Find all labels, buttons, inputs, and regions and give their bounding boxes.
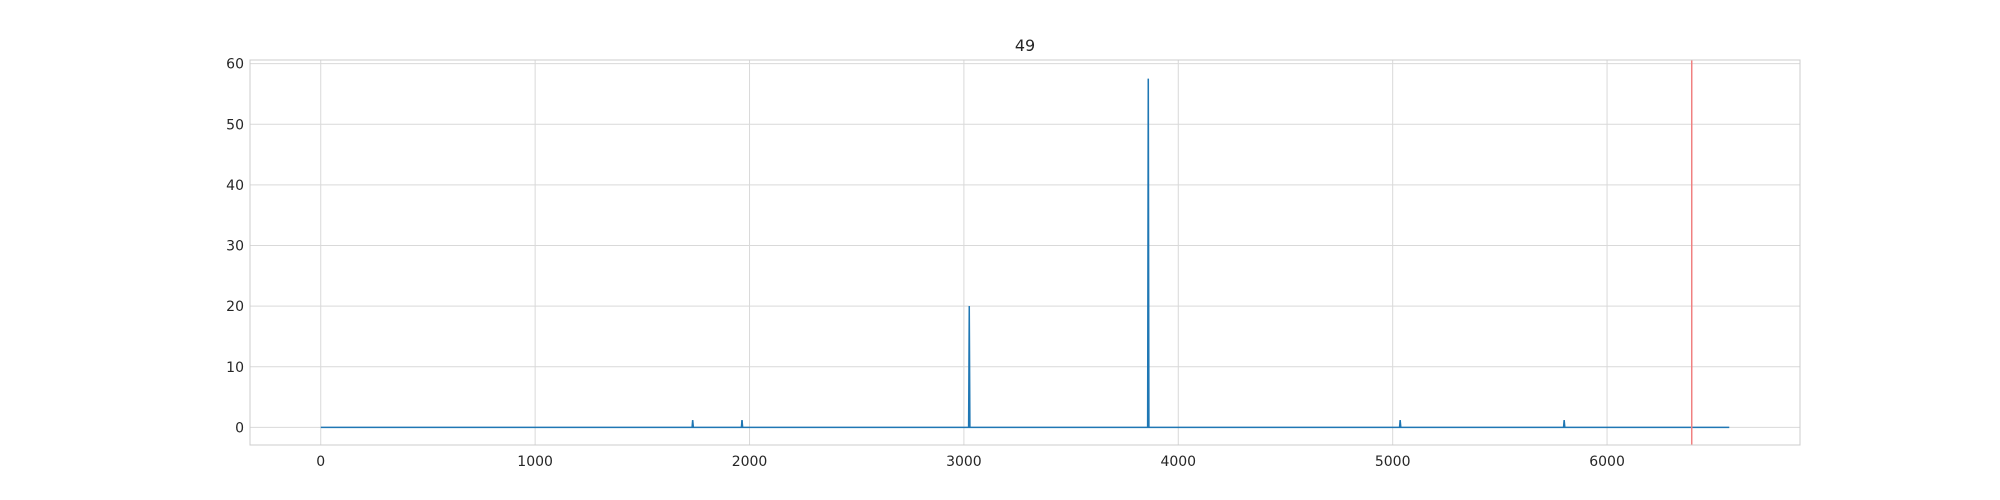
tick-labels: 0 1000 2000 3000 4000 5000 6000 0 10 20 30 40 50 60 xyxy=(226,57,1625,470)
x-tick-label: 5000 xyxy=(1375,454,1411,470)
plot-frame xyxy=(249,59,1801,446)
x-tick-label: 4000 xyxy=(1160,454,1196,470)
chart-title: 49 xyxy=(1015,36,1035,55)
x-tick-label: 0 xyxy=(316,454,325,470)
series-line xyxy=(320,78,1730,429)
y-tick-label: 40 xyxy=(226,178,244,194)
x-tick-label: 6000 xyxy=(1589,454,1625,470)
y-tick-label: 50 xyxy=(226,117,244,133)
y-tick-label: 30 xyxy=(226,239,244,255)
plot-background xyxy=(250,60,1800,445)
x-tick-label: 3000 xyxy=(946,454,982,470)
y-tick-label: 10 xyxy=(226,360,244,376)
y-tick-label: 0 xyxy=(235,420,244,436)
grid xyxy=(250,60,1800,445)
y-tick-label: 20 xyxy=(226,299,244,315)
data-marks xyxy=(320,60,1730,445)
x-tick-label: 2000 xyxy=(732,454,768,470)
y-tick-label: 60 xyxy=(226,57,244,73)
x-tick-label: 1000 xyxy=(517,454,553,470)
